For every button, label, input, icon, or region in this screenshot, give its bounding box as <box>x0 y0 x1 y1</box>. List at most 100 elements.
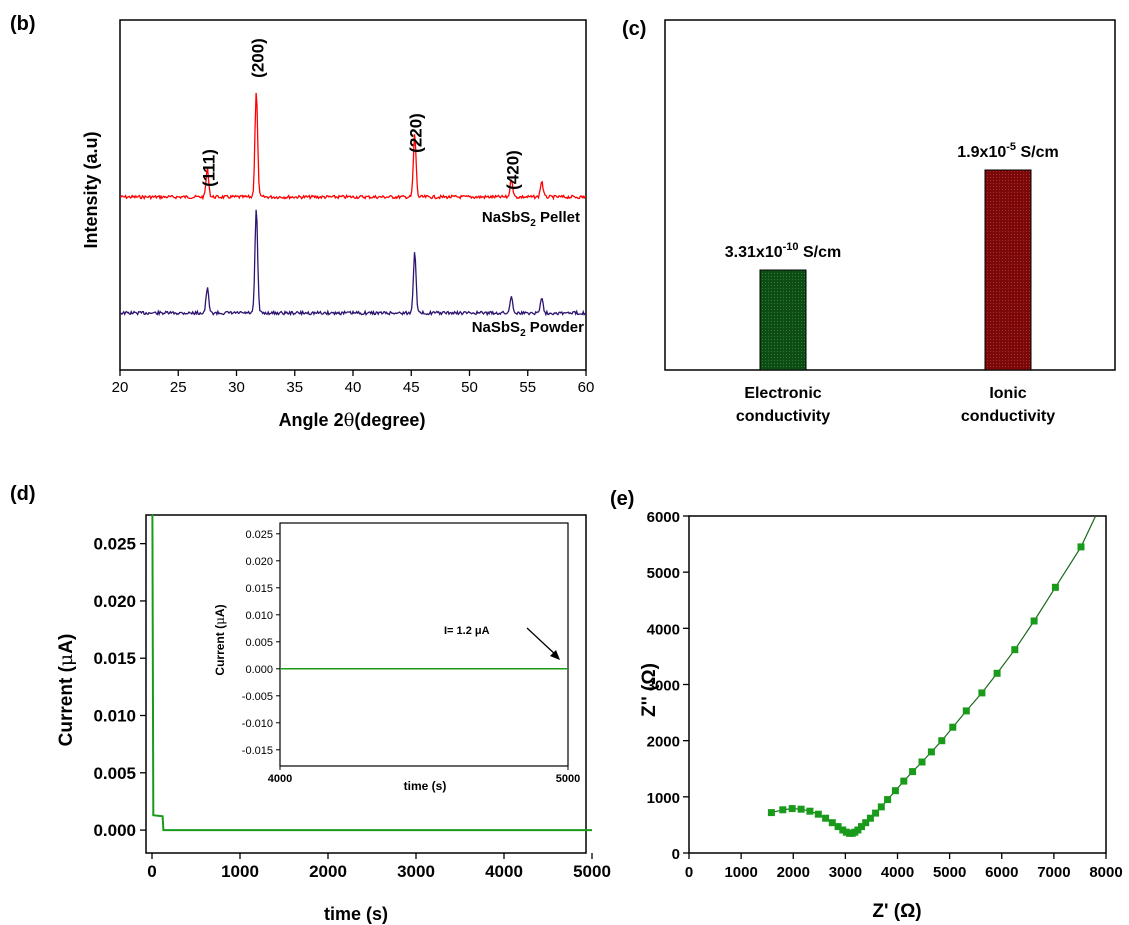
current-series-line <box>151 514 592 832</box>
panel-d-y-tick-label: 0.000 <box>93 821 136 840</box>
inset-y-tick-label: 0.010 <box>245 610 273 622</box>
impedance-data-point <box>938 737 946 745</box>
impedance-fit-line <box>771 515 1097 834</box>
panel-e-y-tick-label: 2000 <box>647 734 680 751</box>
impedance-data-point <box>1011 646 1019 654</box>
panel-e-frame <box>688 515 1107 854</box>
bar-electronic-conductivity <box>759 269 807 371</box>
peak-label: (220) <box>407 113 426 153</box>
impedance-data-point <box>834 823 842 831</box>
inset-arrow-head <box>550 650 560 660</box>
panel-d: (d) 0 1000 2000 3000 4000 5000 0.000 0.005 0.010… <box>10 483 611 924</box>
panel-e-y-tick-label: 1000 <box>647 790 680 807</box>
panel-b-x-tick-label: 20 <box>112 379 129 396</box>
data-label-ionic: 1.9x10-5 S/cm <box>957 141 1058 161</box>
impedance-data-point <box>962 707 970 715</box>
inset-frame <box>279 522 569 767</box>
panel-b-x-axis-label: Angle 2θ(degree) <box>279 410 426 431</box>
inset-y-tick-label: 0.005 <box>245 637 273 649</box>
panel-d-y-tick-label: 0.005 <box>93 764 136 783</box>
impedance-data-point <box>806 807 814 815</box>
impedance-data-point <box>909 768 917 776</box>
impedance-data-point <box>1077 543 1085 551</box>
peak-label: (420) <box>503 150 522 190</box>
impedance-data-point <box>1030 617 1038 625</box>
category-label-ionic-line2: conductivity <box>961 408 1055 425</box>
panel-e-x-tick-label: 2000 <box>777 864 810 881</box>
peak-label: (111) <box>199 149 218 187</box>
panel-e-ticks: 0 1000 2000 3000 4000 5000 6000 7000 8000 0 1000 20… <box>647 509 1123 881</box>
impedance-data-point <box>866 814 874 822</box>
panel-e-y-tick-label: 6000 <box>647 509 680 526</box>
panel-d-label: (d) <box>10 483 36 505</box>
panel-d-y-tick-label: 0.015 <box>93 649 136 668</box>
panel-e-y-tick-label: 4000 <box>647 621 680 638</box>
panel-d-x-axis-label: time (s) <box>324 904 388 924</box>
peak-label: (200) <box>248 38 267 78</box>
panel-d-x-tick-label: 5000 <box>573 862 611 881</box>
panel-e-x-tick-label: 7000 <box>1037 864 1070 881</box>
panel-c-label: (c) <box>622 18 646 40</box>
panel-d-frame <box>145 514 587 854</box>
panel-e-y-tick-label: 3000 <box>647 678 680 695</box>
panel-e-y-tick-label: 5000 <box>647 565 680 582</box>
inset-y-tick-label: 0.020 <box>245 556 273 568</box>
panel-e-y-axis-label: Z'' (Ω) <box>639 663 660 717</box>
panel-d-inset: 0.025 0.020 0.015 0.010 0.005 0.000 -0.005 -0.0… <box>213 522 580 793</box>
panel-b-x-tick-label: 45 <box>403 379 420 396</box>
impedance-data-point <box>927 748 935 756</box>
impedance-data-point <box>877 803 885 811</box>
impedance-data-point <box>918 758 926 766</box>
inset-x-axis-label: time (s) <box>404 779 447 793</box>
panel-e-x-tick-label: 5000 <box>933 864 966 881</box>
impedance-data-point <box>978 689 986 697</box>
data-label-electronic: 3.31x10-10 S/cm <box>725 241 841 261</box>
impedance-data-point <box>767 809 775 817</box>
inset-y-tick-label: -0.005 <box>242 691 273 703</box>
impedance-data-point <box>797 805 805 813</box>
panel-e-x-tick-label: 1000 <box>724 864 757 881</box>
impedance-data-point <box>828 819 836 827</box>
panel-e-x-tick-label: 8000 <box>1089 864 1122 881</box>
panel-b-x-tick-label: 25 <box>170 379 187 396</box>
panel-e-x-tick-label: 3000 <box>829 864 862 881</box>
impedance-data-point <box>884 796 892 804</box>
impedance-data-point <box>839 826 847 834</box>
inset-y-axis-label: Current (μA) <box>213 604 227 675</box>
impedance-data-point <box>858 823 865 831</box>
panel-b-x-ticks: 20 25 30 35 40 45 50 55 60 <box>112 370 595 396</box>
impedance-data-point <box>949 723 957 731</box>
panel-b-x-tick-label: 35 <box>286 379 303 396</box>
impedance-data-point <box>900 777 908 785</box>
impedance-data-point <box>788 805 796 813</box>
inset-y-tick-label: 0.025 <box>245 529 273 541</box>
inset-y-tick-label: -0.015 <box>242 745 273 757</box>
impedance-data-point <box>891 787 899 795</box>
panel-d-y-axis-label: Current (μA) <box>55 634 77 747</box>
panel-e-x-axis-label: Z' (Ω) <box>872 901 921 922</box>
bar-ionic-conductivity <box>984 169 1032 371</box>
impedance-data-point <box>814 810 822 818</box>
inset-y-tick-label: -0.010 <box>242 718 273 730</box>
pellet-series-line <box>119 92 587 201</box>
panel-c: (c) 3.31x10-10 S/cm 1.9x10-5 S/cm Electr… <box>622 18 1116 425</box>
inset-x-tick-label: 4000 <box>268 773 292 785</box>
panel-b-x-tick-label: 30 <box>228 379 245 396</box>
impedance-data-point <box>862 819 870 827</box>
legend-pellet: NaSbS2 Pellet <box>482 209 580 229</box>
panel-b-x-tick-label: 50 <box>461 379 478 396</box>
category-label-electronic-line2: conductivity <box>736 408 830 425</box>
panel-d-x-tick-label: 1000 <box>221 862 259 881</box>
inset-y-tick-label: 0.015 <box>245 583 273 595</box>
panel-d-x-tick-label: 2000 <box>309 862 347 881</box>
panel-b-frame <box>119 19 587 371</box>
panel-b-x-tick-label: 55 <box>519 379 536 396</box>
panel-b-label: (b) <box>10 13 36 35</box>
panel-b: (b) 20 25 30 35 40 45 50 55 60 Angle 2θ(degree) … <box>10 13 594 431</box>
panel-b-x-tick-label: 60 <box>578 379 595 396</box>
impedance-points <box>767 543 1085 837</box>
inset-x-tick-label: 5000 <box>556 773 580 785</box>
panel-e-label: (e) <box>610 488 634 510</box>
panel-d-y-tick-label: 0.010 <box>93 707 136 726</box>
